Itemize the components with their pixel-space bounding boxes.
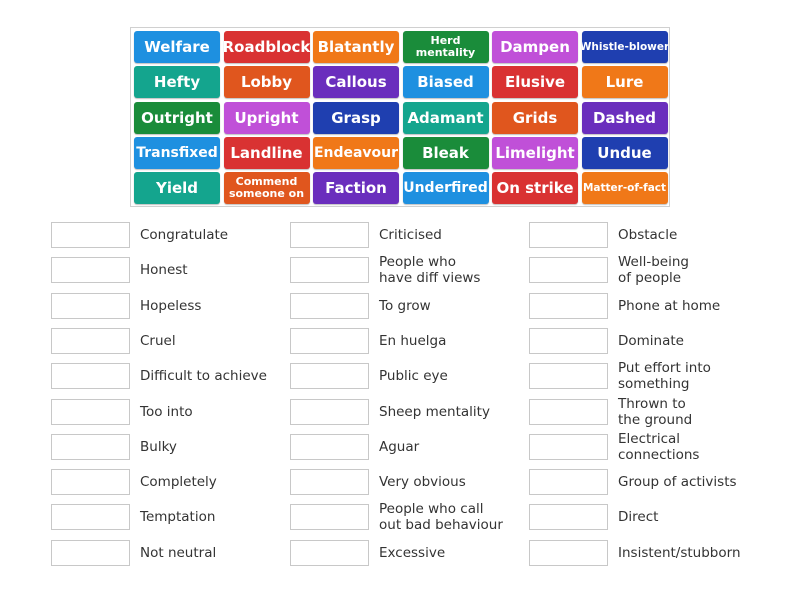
clue-label: Thrown to the ground [618, 395, 693, 428]
answer-drop-box[interactable] [290, 222, 369, 248]
word-tile[interactable]: Limelight [492, 136, 578, 169]
answer-drop-box[interactable] [51, 504, 130, 531]
answer-drop-box[interactable] [51, 327, 130, 354]
clue-label: To grow [379, 297, 431, 314]
answer-drop-box[interactable] [290, 363, 369, 390]
clue-label: People who call out bad behaviour [379, 501, 503, 534]
answer-drop-box[interactable] [529, 539, 608, 566]
answer-drop-box[interactable] [290, 504, 369, 531]
word-tile[interactable]: Roadblock [223, 31, 310, 63]
clue-label: Not neutral [140, 544, 217, 561]
word-tile[interactable]: Bleak [402, 136, 489, 169]
answer-drop-box[interactable] [51, 222, 130, 248]
clue-label: Honest [140, 262, 188, 279]
word-tile[interactable]: Hefty [134, 66, 220, 99]
clue-label: Very obvious [379, 474, 466, 491]
word-tile[interactable]: Dampen [492, 31, 578, 63]
word-tile[interactable]: Whistle-blower [581, 31, 668, 63]
answer-drop-box[interactable] [529, 504, 608, 531]
word-tile[interactable]: Yield [134, 172, 220, 205]
clue-label: Hopeless [140, 297, 202, 314]
word-bank: Welfare Roadblock Blatantly Herd mentality D… [130, 27, 670, 207]
answer-drop-box[interactable] [51, 257, 130, 284]
word-tile[interactable]: Commend someone on [223, 172, 310, 205]
answer-drop-box[interactable] [290, 327, 369, 354]
clue-label: Bulky [140, 438, 177, 455]
word-tile[interactable]: Elusive [492, 66, 578, 99]
clue-label: Well-being of people [618, 254, 689, 287]
clue-label: Put effort into something [618, 360, 711, 393]
answer-drop-box[interactable] [529, 292, 608, 319]
answer-drop-box[interactable] [51, 539, 130, 566]
clue-label: En huelga [379, 332, 447, 349]
word-tile[interactable]: On strike [492, 172, 578, 205]
word-tile[interactable]: Grasp [313, 101, 399, 134]
answer-drop-box[interactable] [529, 398, 608, 425]
word-tile[interactable]: Faction [313, 172, 399, 205]
word-tile[interactable]: Lure [581, 66, 668, 99]
word-tile[interactable]: Lobby [223, 66, 310, 99]
clue-label: Public eye [379, 368, 448, 385]
answer-drop-box[interactable] [290, 398, 369, 425]
word-tile[interactable]: Callous [313, 66, 399, 99]
word-tile[interactable]: Adamant [402, 101, 489, 134]
answer-drop-box[interactable] [529, 433, 608, 460]
clue-label: Aguar [379, 438, 420, 455]
clue-label: Phone at home [618, 297, 721, 314]
word-tile[interactable]: Herd mentality [402, 31, 489, 63]
word-tile[interactable]: Upright [223, 101, 310, 134]
answer-drop-box[interactable] [529, 257, 608, 284]
word-tile[interactable]: Landline [223, 136, 310, 169]
clue-label: Direct [618, 509, 659, 526]
answer-drop-box[interactable] [51, 469, 130, 496]
answer-drop-box[interactable] [290, 469, 369, 496]
answer-drop-box[interactable] [529, 327, 608, 354]
clue-label: People who have diff views [379, 254, 481, 287]
clue-label: Cruel [140, 332, 176, 349]
clue-label: Temptation [140, 509, 216, 526]
word-tile[interactable]: Welfare [134, 31, 220, 63]
answer-drop-box[interactable] [529, 363, 608, 390]
clue-label: Excessive [379, 544, 446, 561]
answer-drop-box[interactable] [290, 433, 369, 460]
clue-label: Congratulate [140, 227, 229, 243]
clue-label: Completely [140, 474, 217, 491]
clue-label: Difficult to achieve [140, 368, 267, 385]
clue-label: Insistent/stubborn [618, 544, 741, 561]
clue-label: Sheep mentality [379, 403, 490, 420]
clue-label: Too into [140, 403, 193, 420]
word-tile[interactable]: Endeavour [313, 136, 399, 169]
word-tile[interactable]: Grids [492, 101, 578, 134]
word-tile[interactable]: Biased [402, 66, 489, 99]
answer-drop-box[interactable] [529, 469, 608, 496]
answer-drop-box[interactable] [51, 398, 130, 425]
clue-label: Criticised [379, 227, 442, 243]
word-tile[interactable]: Transfixed [134, 136, 220, 169]
clue-label: Obstacle [618, 227, 678, 243]
word-tile[interactable]: Underfired [402, 172, 489, 205]
word-tile[interactable]: Dashed [581, 101, 668, 134]
answer-drop-box[interactable] [290, 292, 369, 319]
clue-label: Dominate [618, 332, 684, 349]
answer-drop-box[interactable] [290, 539, 369, 566]
clue-label: Electrical connections [618, 430, 700, 463]
word-tile[interactable]: Blatantly [313, 31, 399, 63]
word-tile[interactable]: Undue [581, 136, 668, 169]
word-tile[interactable]: Outright [134, 101, 220, 134]
answer-drop-box[interactable] [529, 222, 608, 248]
answer-drop-box[interactable] [51, 292, 130, 319]
clue-label: Group of activists [618, 474, 737, 491]
answer-drop-box[interactable] [51, 433, 130, 460]
word-tile[interactable]: Matter-of-fact [581, 172, 668, 205]
answer-drop-box[interactable] [290, 257, 369, 284]
answer-drop-box[interactable] [51, 363, 130, 390]
